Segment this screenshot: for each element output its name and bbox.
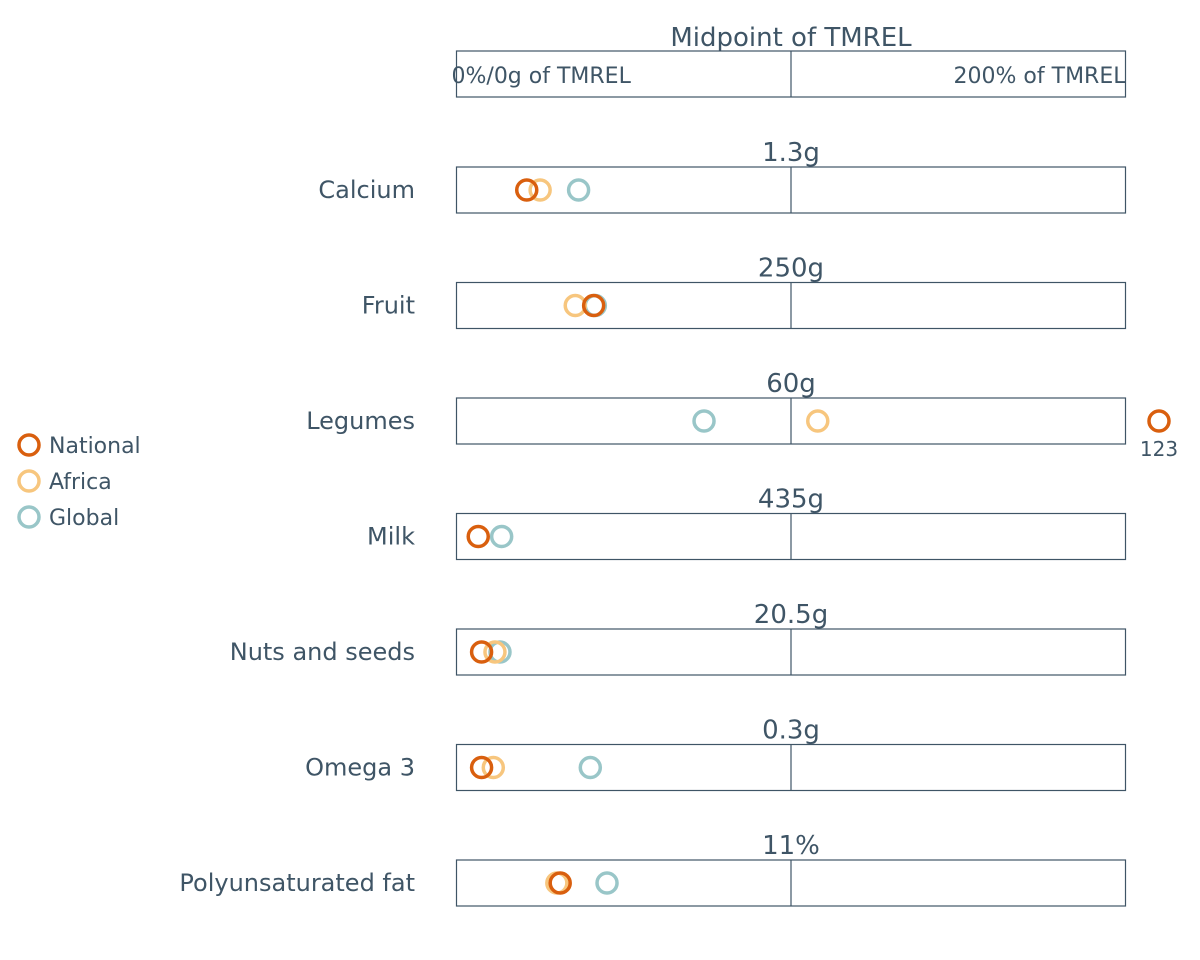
row-label: Milk xyxy=(367,523,415,551)
data-point-national xyxy=(1147,409,1171,433)
tmrel-value-label: 1.3g xyxy=(762,138,820,168)
data-point-global xyxy=(578,755,603,780)
legend-label-national: National xyxy=(49,434,141,459)
data-point-global xyxy=(692,409,716,433)
legend-label-global: Global xyxy=(49,506,119,531)
row-label: Calcium xyxy=(318,176,415,204)
data-point-national xyxy=(548,871,572,895)
data-point-africa xyxy=(481,755,506,780)
legend-label-africa: Africa xyxy=(49,470,112,495)
legend-marker-national xyxy=(17,433,41,457)
data-point-africa xyxy=(806,409,830,433)
data-point-global xyxy=(595,871,619,895)
row-label: Nuts and seeds xyxy=(230,638,415,666)
tmrel-value-label: 60g xyxy=(766,369,816,399)
tmrel-value-label: 250g xyxy=(758,254,824,284)
data-point-africa xyxy=(483,640,507,664)
data-point-africa xyxy=(528,178,552,202)
data-point-national xyxy=(469,640,494,664)
legend-marker-africa xyxy=(17,469,41,493)
legend-marker-global xyxy=(17,505,41,529)
data-point-national xyxy=(581,293,606,318)
tmrel-value-label: 435g xyxy=(758,485,824,515)
row-label: Fruit xyxy=(362,292,415,320)
scale-left-label: 0%/0g of TMREL xyxy=(452,64,632,89)
tmrel-value-label: 0.3g xyxy=(762,716,820,746)
data-point-global xyxy=(566,178,591,202)
data-point-national xyxy=(469,755,494,780)
row-label: Omega 3 xyxy=(305,754,415,782)
row-label: Legumes xyxy=(306,407,415,435)
data-point-national xyxy=(466,524,490,549)
overflow-value-label: 123 xyxy=(1140,437,1178,461)
tmrel-value-label: 11% xyxy=(762,831,820,861)
scale-right-label: 200% of TMREL xyxy=(954,64,1127,89)
row-label: Polyunsaturated fat xyxy=(179,869,415,897)
tmrel-value-label: 20.5g xyxy=(754,600,828,630)
scale-midpoint-label: Midpoint of TMREL xyxy=(670,23,912,53)
data-point-global xyxy=(489,524,514,549)
data-point-national xyxy=(514,178,539,202)
